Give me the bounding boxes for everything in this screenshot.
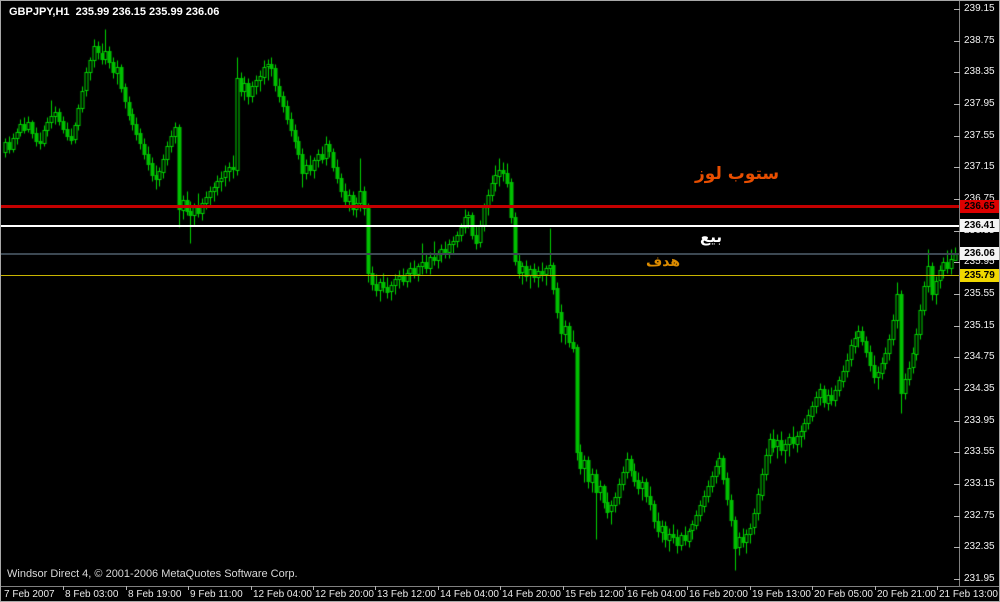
time-tick [875, 586, 876, 590]
price-axis-border [959, 1, 960, 586]
time-tick-label: 20 Feb 05:00 [814, 589, 873, 600]
time-tick [188, 586, 189, 590]
time-tick [937, 586, 938, 590]
price-tick [954, 231, 960, 232]
time-tick-label: 7 Feb 2007 [4, 589, 55, 600]
target-annotation[interactable]: هدف [646, 254, 681, 270]
time-tick-label: 12 Feb 04:00 [253, 589, 312, 600]
price-tick-label: 233.55 [964, 446, 995, 457]
price-tick [954, 547, 960, 548]
price-tick [954, 136, 960, 137]
price-tick-label: 236.75 [964, 193, 995, 204]
time-tick [313, 586, 314, 590]
stop-loss-line-price-label: 236.65 [960, 200, 999, 213]
stop-loss-line[interactable] [1, 205, 959, 208]
price-tick [954, 9, 960, 10]
price-tick [954, 326, 960, 327]
time-tick [375, 586, 376, 590]
price-tick-label: 238.75 [964, 35, 995, 46]
chart-title: GBPJPY,H1 235.99 236.15 235.99 236.06 [9, 6, 220, 18]
price-tick-label: 235.55 [964, 288, 995, 299]
price-tick-label: 233.15 [964, 478, 995, 489]
target-line[interactable] [1, 275, 959, 276]
time-tick [438, 586, 439, 590]
stop-loss-annotation[interactable]: ستوب لوز [695, 164, 780, 184]
price-tick [954, 199, 960, 200]
time-tick-label: 14 Feb 04:00 [440, 589, 499, 600]
price-tick-label: 237.55 [964, 130, 995, 141]
time-tick-label: 8 Feb 19:00 [128, 589, 182, 600]
price-tick [954, 72, 960, 73]
current-price-line[interactable] [1, 253, 959, 255]
time-tick-label: 13 Feb 12:00 [377, 589, 436, 600]
sell-annotation[interactable]: بيع [700, 228, 723, 246]
price-tick-label: 235.15 [964, 320, 995, 331]
price-tick [954, 484, 960, 485]
price-tick [954, 452, 960, 453]
price-tick [954, 357, 960, 358]
price-tick-label: 234.75 [964, 351, 995, 362]
price-tick-label: 239.15 [964, 3, 995, 14]
price-tick-label: 234.35 [964, 383, 995, 394]
sell-line-price-label: 236.41 [960, 219, 999, 232]
time-tick [500, 586, 501, 590]
time-tick [625, 586, 626, 590]
price-tick-label: 232.75 [964, 510, 995, 521]
time-tick [687, 586, 688, 590]
time-tick-label: 20 Feb 21:00 [877, 589, 936, 600]
price-tick [954, 389, 960, 390]
time-tick [812, 586, 813, 590]
price-tick [954, 579, 960, 580]
price-tick [954, 104, 960, 105]
time-tick-label: 15 Feb 12:00 [565, 589, 624, 600]
price-tick [954, 421, 960, 422]
price-tick [954, 262, 960, 263]
time-tick [126, 586, 127, 590]
time-tick-label: 9 Feb 11:00 [190, 589, 243, 600]
time-tick [563, 586, 564, 590]
price-tick [954, 41, 960, 42]
current-price-line-price-label: 236.06 [960, 247, 999, 260]
time-tick [63, 586, 64, 590]
time-tick-label: 12 Feb 20:00 [315, 589, 374, 600]
time-tick [750, 586, 751, 590]
price-tick-label: 233.95 [964, 415, 995, 426]
time-tick [251, 586, 252, 590]
time-tick-label: 16 Feb 04:00 [627, 589, 686, 600]
price-tick-label: 231.95 [964, 573, 995, 584]
time-tick-label: 14 Feb 20:00 [502, 589, 561, 600]
copyright-text: Windsor Direct 4, © 2001-2006 MetaQuotes… [7, 568, 298, 580]
time-tick-label: 16 Feb 20:00 [689, 589, 748, 600]
time-tick-label: 19 Feb 13:00 [752, 589, 811, 600]
price-tick-label: 235.95 [964, 256, 995, 267]
price-tick [954, 167, 960, 168]
sell-line[interactable] [1, 225, 959, 227]
target-line-price-label: 235.79 [960, 269, 999, 282]
candlestick-chart-canvas[interactable] [1, 1, 959, 586]
price-tick-label: 238.35 [964, 66, 995, 77]
price-tick-label: 232.35 [964, 541, 995, 552]
price-tick-label: 237.15 [964, 161, 995, 172]
time-tick-label: 8 Feb 03:00 [65, 589, 119, 600]
price-tick [954, 516, 960, 517]
price-tick-label: 237.95 [964, 98, 995, 109]
time-tick-label: 21 Feb 13:00 [939, 589, 998, 600]
price-tick [954, 294, 960, 295]
